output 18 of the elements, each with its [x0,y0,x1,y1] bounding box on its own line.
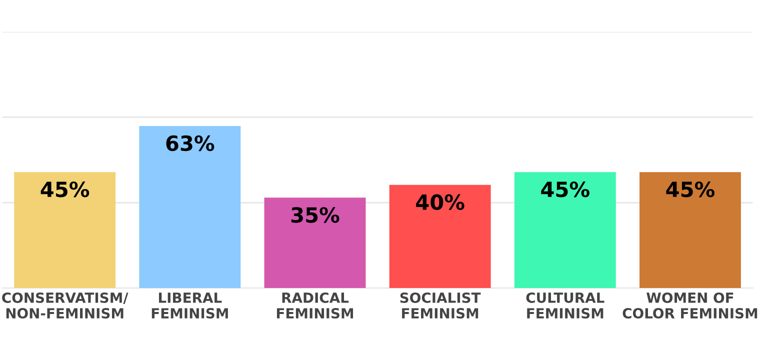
bar [264,198,366,288]
data-label: 45% [541,181,590,198]
x-tick-label: RADICAL FEMINISM [276,292,353,319]
x-tick-label: WOMEN OF COLOR FEMINISM [622,292,758,319]
bar [389,184,491,288]
bar [14,172,116,288]
data-label: 45% [40,181,90,198]
data-label: 45% [666,181,714,198]
bar [139,126,241,288]
data-label: 35% [291,207,340,223]
data-label: 40% [416,194,464,210]
x-tick-label: SOCIALIST FEMINISM [400,292,481,319]
bar [639,172,741,288]
data-label: 63% [166,135,214,152]
x-tick-label: CONSERVATISM/ NON-FEMINISM [2,292,128,319]
x-tick-label: CULTURAL FEMINISM [526,292,604,319]
bar [514,172,616,288]
x-tick-label: LIBERAL FEMINISM [152,292,228,319]
